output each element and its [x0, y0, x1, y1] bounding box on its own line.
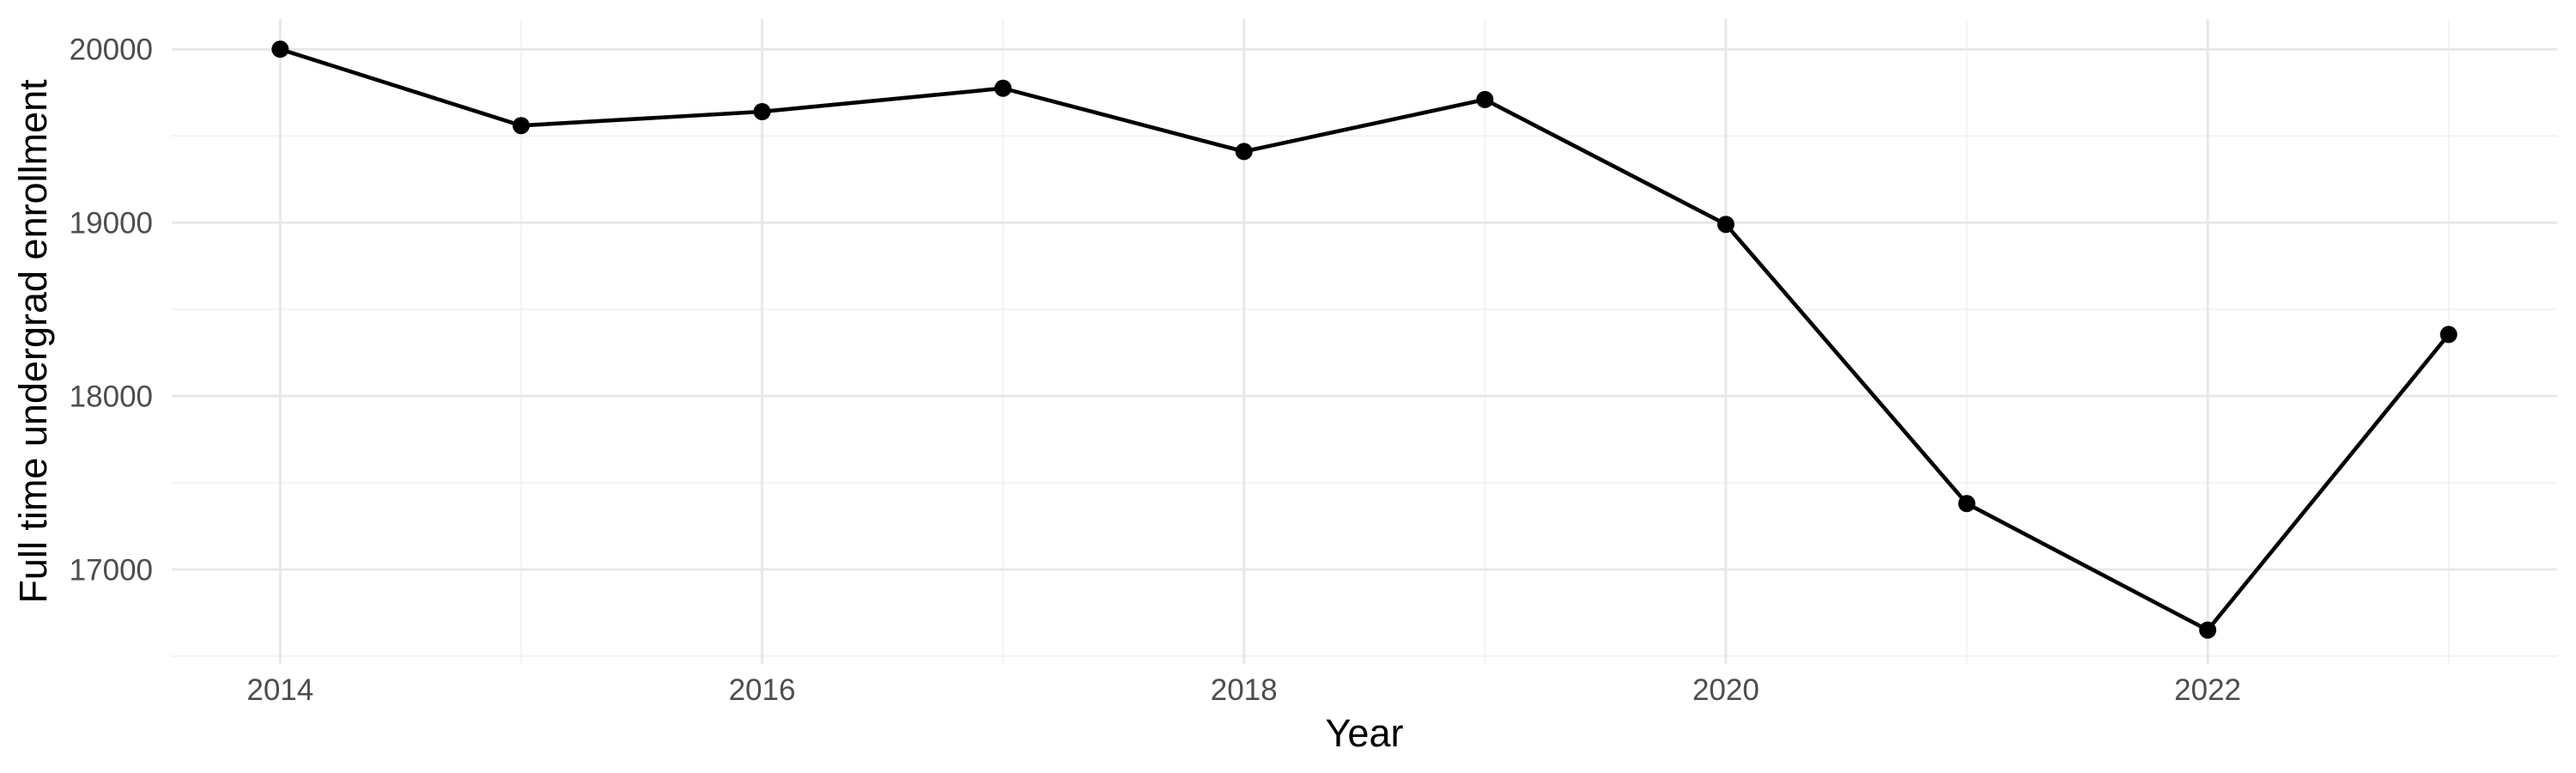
enrollment-series-line — [279, 47, 2451, 632]
x-axis-tick-labels: 2014 2016 2018 2020 2022 — [246, 673, 2241, 707]
data-point — [1958, 495, 1976, 513]
data-point — [1235, 143, 1253, 161]
x-axis-title: Year — [1326, 711, 1404, 755]
y-tick-label: 19000 — [70, 206, 153, 240]
data-point — [2199, 621, 2217, 639]
data-point — [512, 117, 530, 135]
y-axis-title: Full time undergrad enrollment — [11, 79, 55, 604]
data-point — [1716, 216, 1735, 234]
x-tick-label: 2018 — [1211, 673, 1278, 707]
x-tick-label: 2014 — [246, 673, 313, 707]
data-point — [2439, 326, 2458, 344]
x-tick-label: 2020 — [1692, 673, 1759, 707]
data-line — [279, 47, 2451, 632]
y-tick-label: 18000 — [70, 380, 153, 413]
y-axis-tick-labels: 17000 18000 19000 20000 — [70, 33, 153, 587]
x-tick-label: 2022 — [2174, 673, 2241, 707]
y-tick-label: 17000 — [70, 553, 153, 587]
data-points — [271, 40, 2458, 639]
x-tick-label: 2016 — [729, 673, 796, 707]
data-point — [994, 79, 1012, 97]
y-tick-label: 20000 — [70, 33, 153, 67]
data-point — [753, 103, 771, 120]
major-gridlines — [172, 19, 2557, 664]
data-point — [271, 40, 289, 58]
data-point — [1476, 90, 1494, 108]
